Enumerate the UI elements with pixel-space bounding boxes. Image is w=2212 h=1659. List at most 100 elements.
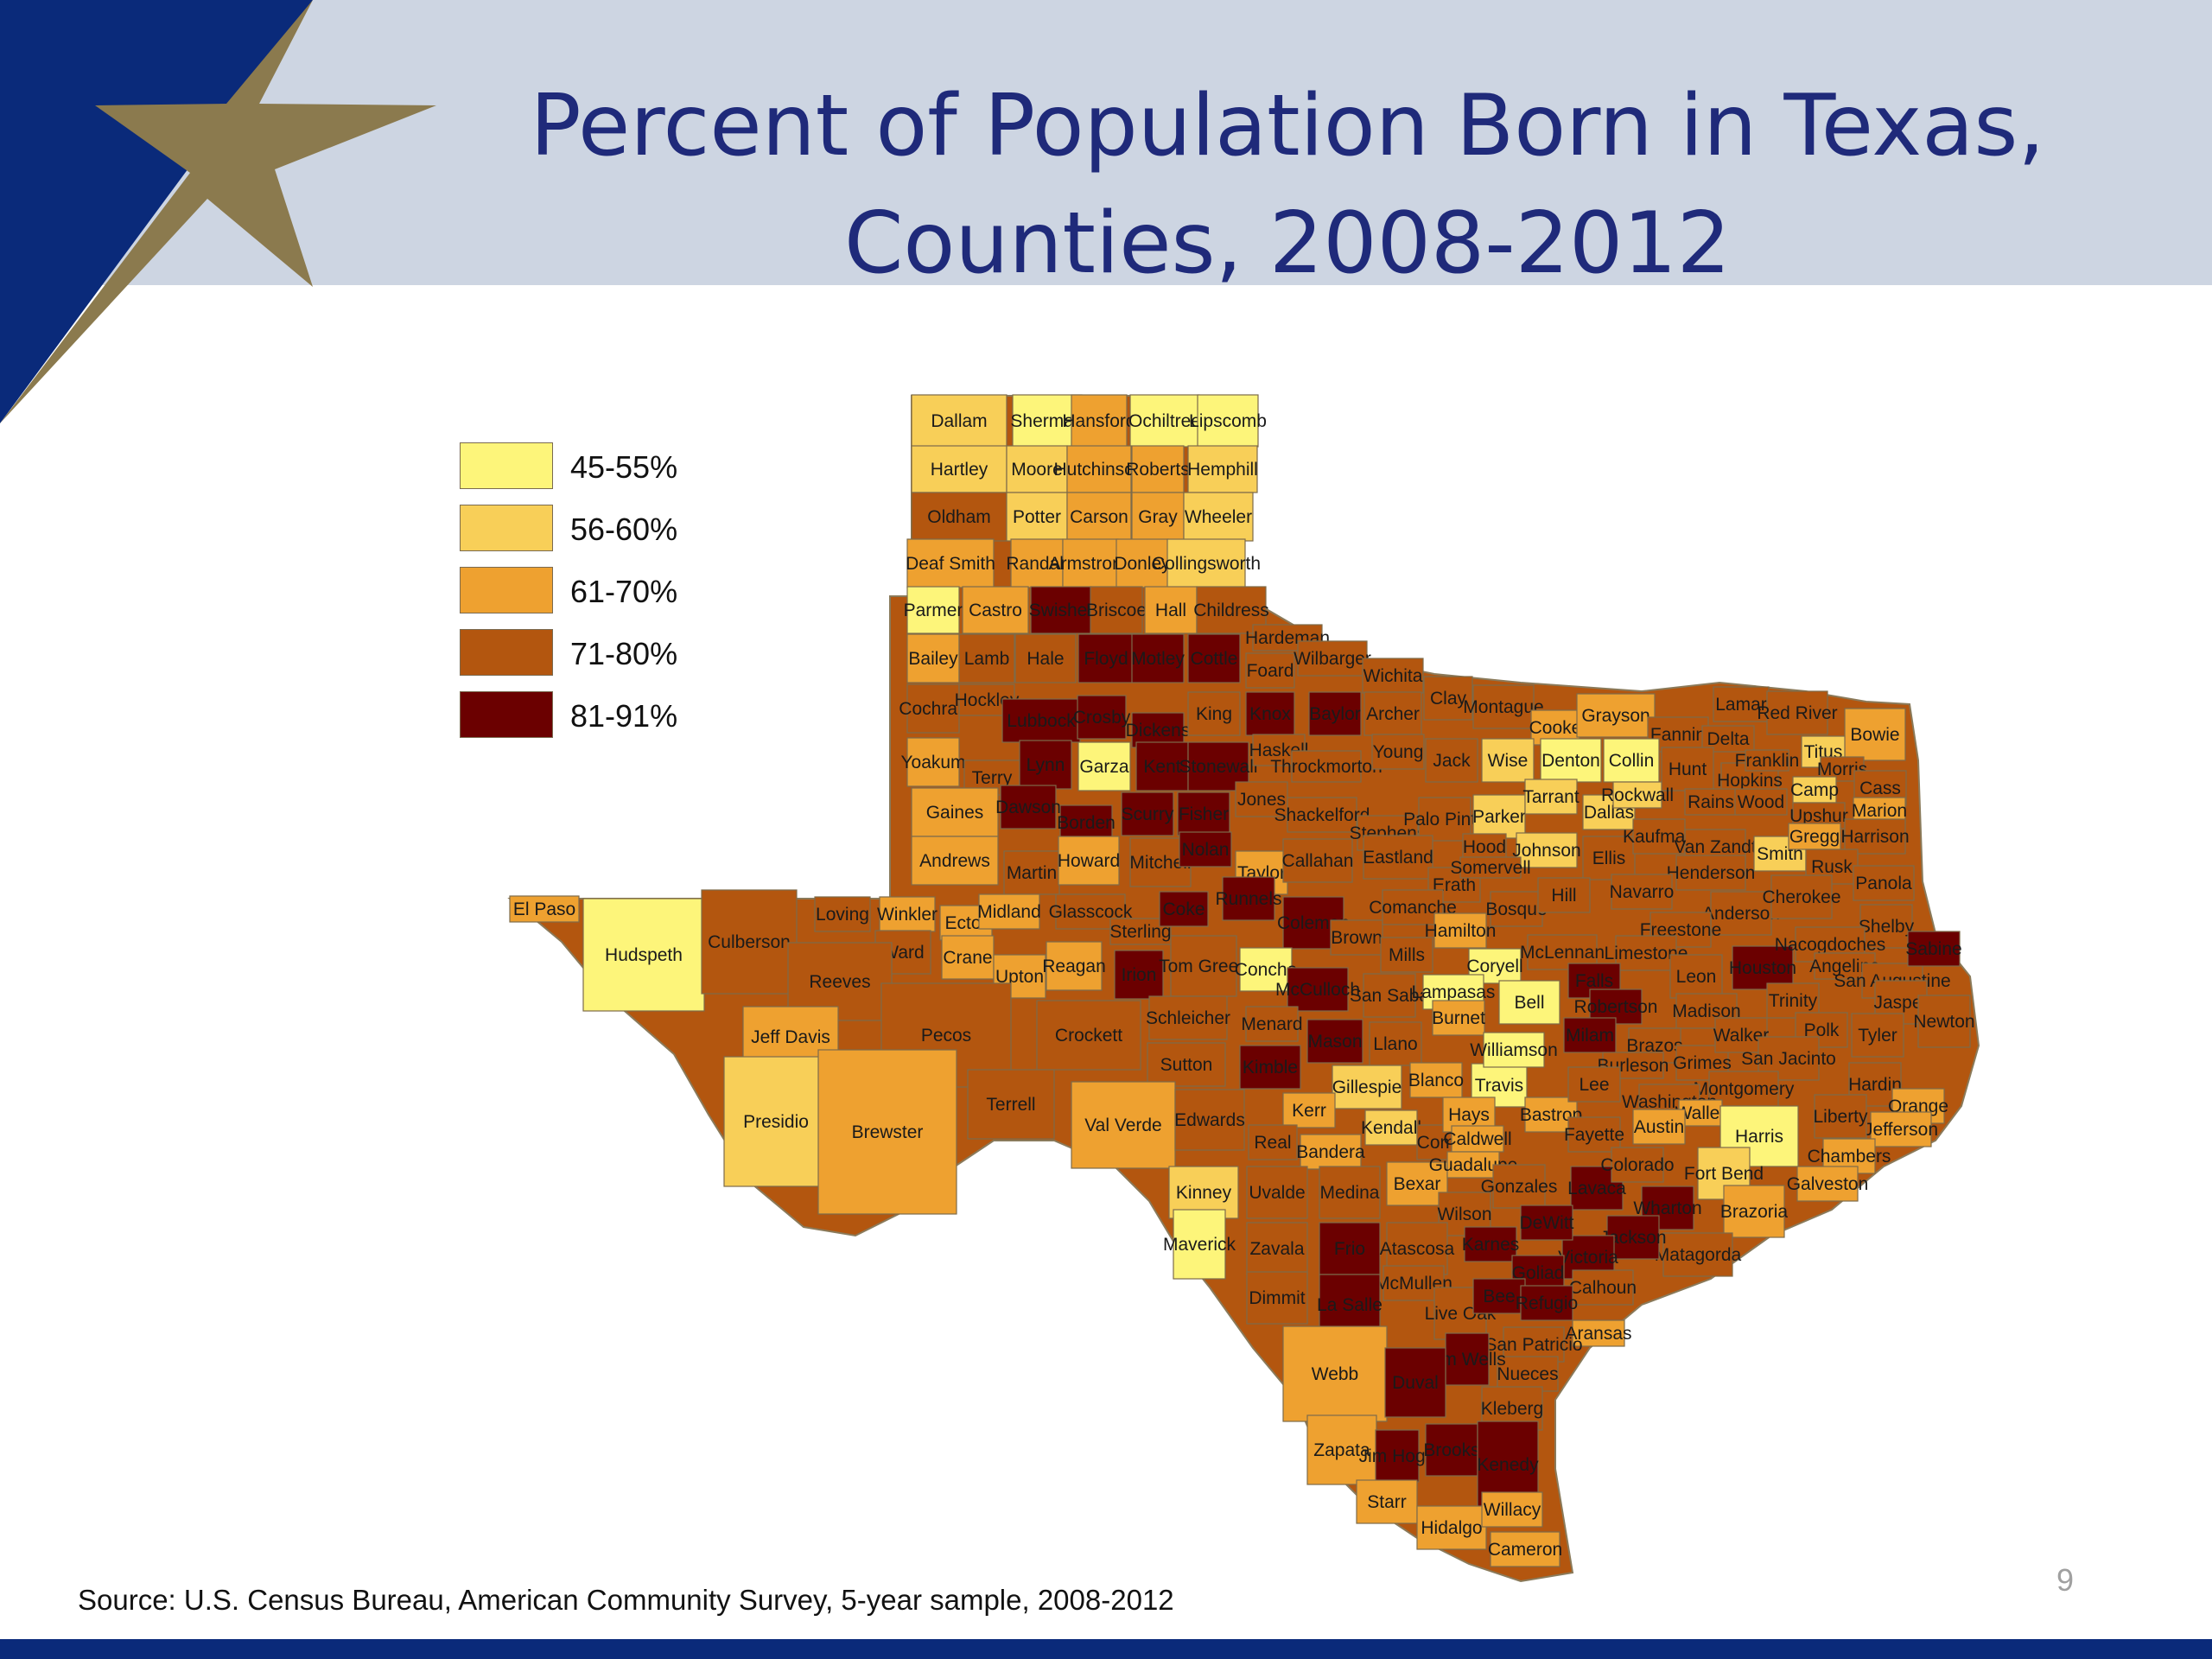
county-shape [906,737,960,787]
county-shape [1291,750,1362,783]
county-label: Hopkins [1717,771,1783,791]
county-johnson: Johnson [1512,832,1581,868]
county-fisher: Fisher [1177,791,1230,836]
county-label: Collin [1609,751,1655,771]
county-lamar: Lamar [1713,686,1770,722]
county-label: Childress [1193,601,1269,620]
county-clay: Clay [1423,676,1473,721]
county-real: Real [1248,1124,1298,1160]
county-label: King [1196,704,1232,724]
county-shape [1077,633,1135,683]
county-label: Scurry [1122,804,1174,824]
county-shape [1662,1232,1733,1277]
county-label: Marion [1852,801,1907,821]
county-shape [1131,712,1185,748]
county-label: Stonewall [1179,757,1257,777]
county-label: Jackson [1599,1228,1666,1248]
county-shape [1462,833,1507,861]
county-label: Colorado [1600,1155,1674,1175]
county-label: Henderson [1667,863,1756,883]
county-label: Sabine [1905,939,1961,959]
county-shape [1183,492,1254,542]
county-shape [1606,1215,1660,1260]
county-shape [1792,776,1837,804]
county-label: Rains [1688,792,1734,812]
county-label: Starr [1367,1492,1407,1512]
county-label: Reagan [1042,957,1106,976]
county-label: Milam [1566,1026,1614,1046]
county-label: Lampasas [1412,982,1496,1002]
county-label: Cooke [1529,718,1582,738]
county-webb: Webb [1282,1325,1388,1422]
county-shape [1734,788,1788,816]
county-shape [1524,779,1578,815]
county-shape [1464,1226,1517,1262]
county-milam: Milam [1563,1017,1617,1053]
county-label: Randall [1006,554,1067,574]
county-shape [1917,995,1971,1048]
county-borden: Borden [1057,804,1116,841]
county-label: Lavaca [1567,1179,1626,1198]
county-label: Bastrop [1520,1105,1582,1125]
county-somervell: Somervell [1450,856,1531,879]
county-shape [1445,1332,1490,1386]
county-red-river: Red River [1757,690,1838,735]
county-label: Val Verde [1084,1116,1162,1135]
county-shape [1046,941,1103,991]
county-hill: Hill [1537,877,1591,913]
county-concho: Concho [1235,947,1297,992]
county-oldham: Oldham [911,492,1007,542]
county-shape [1675,993,1738,1029]
county-howard: Howard [1058,836,1120,886]
county-colorado: Colorado [1600,1147,1675,1183]
county-label: Bosque [1485,899,1547,919]
county-label: Hansford [1062,411,1135,431]
slide-title: Percent of Population Born in Texas, Cou… [372,67,2203,302]
county-label: Martin [1007,863,1057,883]
county-label: Culberson [708,932,791,952]
county-label: Llano [1373,1034,1417,1054]
county-shape [1723,1185,1785,1238]
county-brooks: Brooks [1423,1423,1480,1477]
county-label: Real [1254,1133,1291,1153]
county-newton: Newton [1913,995,1975,1048]
county-label: Sutton [1160,1055,1213,1075]
county-label: Hamilton [1425,921,1497,941]
county-starr: Starr [1356,1479,1418,1524]
county-shape [1382,889,1444,925]
county-label: Schleicher [1146,1008,1230,1028]
county-lamb: Lamb [958,633,1015,683]
county-label: Crosby [1073,708,1131,728]
county-label: Williamson [1470,1040,1558,1060]
county-shape [1770,874,1833,919]
county-label: Red River [1757,703,1837,723]
county-label: Bell [1514,993,1544,1013]
county-label: Lee [1579,1075,1609,1095]
county-label: Gray [1138,507,1178,527]
county-floyd: Floyd [1077,633,1135,683]
county-dewitt: DeWitt [1520,1205,1574,1241]
county-label: Galveston [1787,1174,1869,1194]
county-shape [1384,1347,1446,1418]
county-comanche: Comanche [1369,889,1457,925]
county-shape [1129,394,1200,448]
county-karnes: Karnes [1462,1226,1519,1262]
county-montgomery: Montgomery [1694,1071,1795,1107]
county-anderson: Anderson [1702,891,1780,936]
county-label: Gonzales [1481,1177,1558,1197]
county-label: Kaufman [1623,827,1695,847]
county-schleicher: Schleicher [1146,995,1230,1040]
county-shape [1006,445,1068,493]
county-label: Aransas [1565,1324,1631,1344]
county-shape [1567,1066,1621,1103]
county-shape [1059,804,1113,841]
county-sterling: Sterling [1109,918,1172,945]
county-label: Kerr [1292,1101,1326,1121]
title-line-1: Percent of Population Born in Texas, [530,77,2045,175]
county-ochiltree: Ochiltree [1128,394,1201,448]
county-el-paso: El Paso [509,895,580,923]
county-label: Coke [1162,899,1205,919]
county-shape [1148,995,1228,1040]
county-matagorda: Matagorda [1655,1232,1742,1277]
county-shape [1382,1265,1445,1301]
